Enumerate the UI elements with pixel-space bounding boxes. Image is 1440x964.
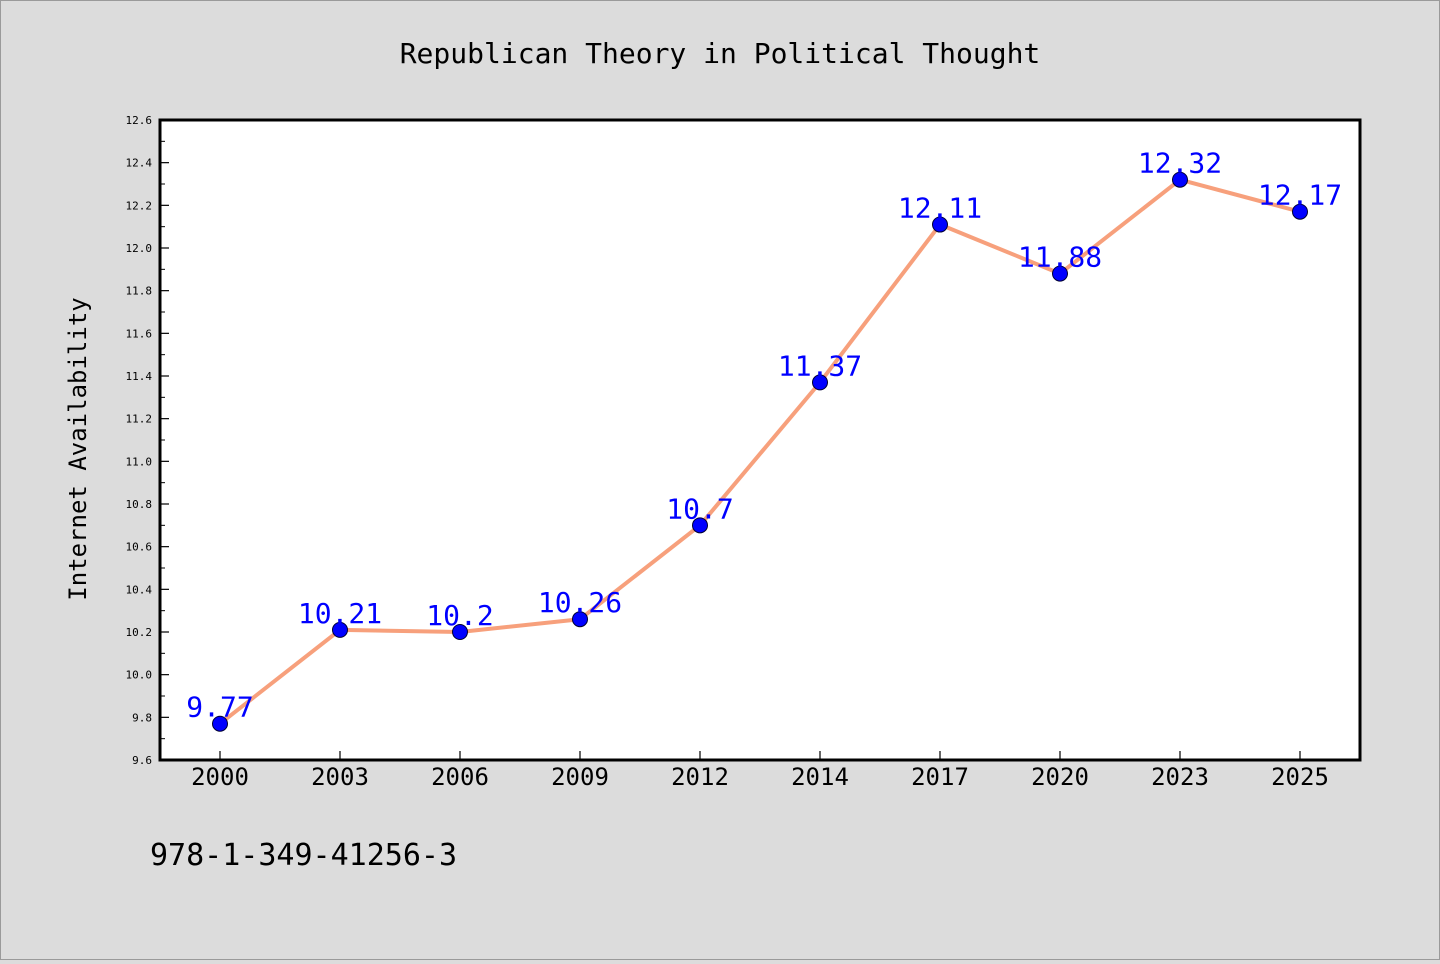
- plot-frame: [158, 118, 1362, 762]
- data-point: [332, 621, 348, 638]
- data-label: 11.88: [1018, 241, 1102, 274]
- data-label: 11.37: [778, 349, 862, 382]
- y-tick-label: 9.8: [132, 711, 152, 724]
- x-tick-label: 2020: [1031, 763, 1089, 791]
- y-tick-label: 10.6: [126, 541, 153, 554]
- y-tick-label: 11.4: [126, 370, 153, 383]
- y-tick-label: 12.4: [126, 157, 153, 170]
- x-tick-label: 2017: [911, 763, 969, 791]
- data-point: [932, 216, 948, 233]
- y-tick-label: 11.0: [126, 455, 153, 468]
- y-tick-label: 10.4: [126, 583, 153, 596]
- isbn-label: 978-1-349-41256-3: [150, 838, 457, 873]
- data-label: 10.21: [298, 597, 382, 630]
- chart-title: Republican Theory in Political Thought: [400, 37, 1041, 70]
- x-tick-label: 2003: [311, 763, 369, 791]
- data-point: [452, 624, 468, 640]
- data-label: 10.7: [666, 492, 733, 525]
- data-label: 10.2: [426, 599, 493, 632]
- y-tick-label: 12.2: [126, 199, 153, 212]
- y-tick-label: 12.6: [126, 114, 153, 127]
- y-axis-label: Internet Availability: [64, 297, 92, 600]
- data-label: 12.17: [1258, 179, 1342, 212]
- y-tick-label: 10.8: [126, 498, 153, 511]
- x-tick-label: 2012: [671, 763, 729, 791]
- y-tick-label: 10.2: [126, 626, 153, 639]
- x-tick-label: 2023: [1151, 763, 1209, 791]
- x-axis: 2000 2003 2006 2009 2012 2014 2017 2020 2023 2025: [191, 751, 1329, 791]
- y-tick-label: 11.2: [126, 413, 153, 426]
- x-tick-label: 2009: [551, 763, 609, 791]
- y-tick-label: 12.0: [126, 242, 153, 255]
- data-label: 9.77: [186, 691, 253, 724]
- data-point: [812, 374, 828, 391]
- series-line: [218, 177, 1302, 726]
- data-label: 12.11: [898, 192, 982, 225]
- data-label: 10.26: [538, 586, 622, 619]
- x-tick-label: 2006: [431, 763, 489, 791]
- data-point: [1052, 265, 1068, 282]
- data-label: 12.32: [1138, 147, 1222, 180]
- x-tick-label: 2025: [1271, 763, 1329, 791]
- y-tick-label: 9.6: [132, 754, 152, 767]
- y-tick-label: 11.8: [126, 285, 153, 298]
- data-point: [1172, 171, 1188, 188]
- x-tick-label: 2014: [791, 763, 849, 791]
- data-point: [212, 715, 228, 732]
- x-tick-label: 2000: [191, 763, 249, 791]
- data-point: [692, 517, 708, 534]
- series-layer: 9.77 10.21 10.2 10.26 10.7 11.37 12.11 11.88 12.…: [186, 147, 1342, 732]
- y-tick-label: 11.6: [126, 327, 153, 340]
- y-tick-label: 10.0: [126, 669, 153, 682]
- plot-area: [160, 120, 1360, 760]
- data-point: [1292, 203, 1308, 220]
- data-point: [572, 611, 588, 628]
